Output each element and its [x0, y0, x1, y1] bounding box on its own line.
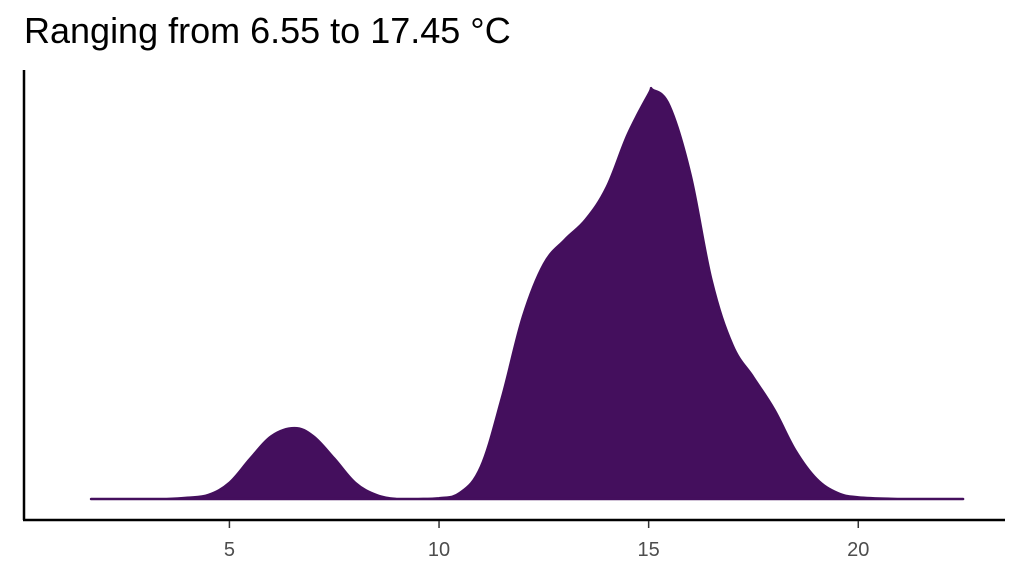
density-area-layer: [89, 86, 965, 501]
x-axis-ticks: 5 10 15 20: [224, 521, 869, 561]
x-tick-label: 5: [224, 539, 235, 561]
x-tick-label: 10: [428, 539, 450, 561]
x-tick-label: 15: [638, 539, 660, 561]
chart-title: Ranging from 6.55 to 17.45 °C: [24, 10, 511, 51]
x-tick-label: 20: [847, 539, 869, 561]
density-area: [89, 86, 965, 501]
